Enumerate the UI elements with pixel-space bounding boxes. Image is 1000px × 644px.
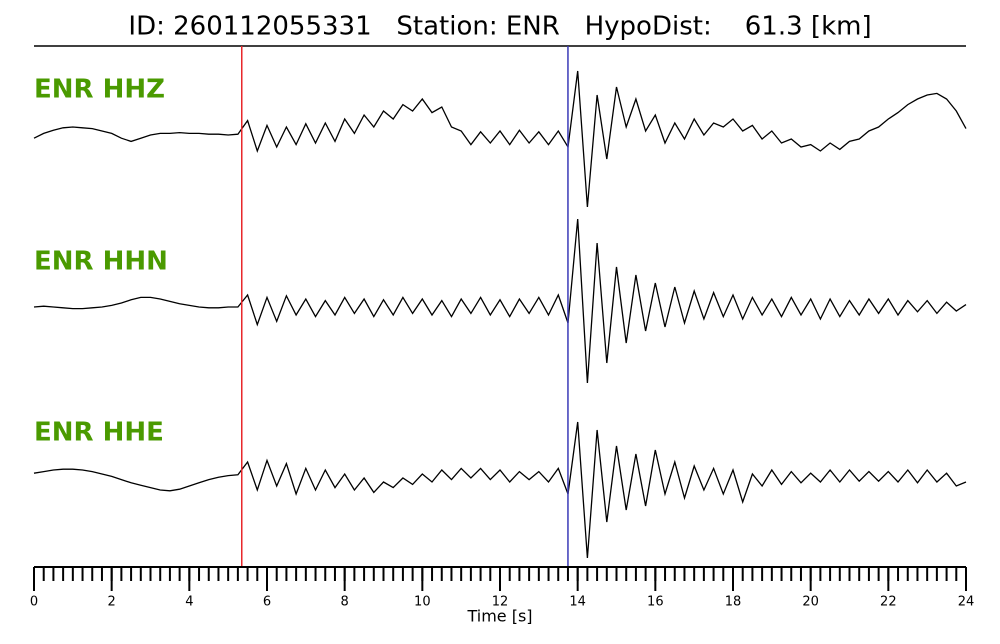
x-tick-label: 14 (569, 595, 586, 610)
waveform (33, 70, 967, 208)
x-tick-label: 8 (341, 595, 349, 610)
x-tick-label: 16 (647, 595, 664, 610)
x-tick-label: 4 (185, 595, 193, 610)
x-tick-label: 20 (802, 595, 819, 610)
x-tick-label: 12 (492, 595, 509, 610)
x-tick-label: 2 (108, 595, 116, 610)
chart-title: ID: 260112055331 Station: ENR HypoDist: … (128, 12, 871, 42)
x-tick-label: 18 (725, 595, 742, 610)
waveform (33, 421, 967, 559)
waveform (33, 218, 967, 384)
trace-label: ENR HHE (34, 418, 164, 448)
x-tick-label: 0 (30, 595, 38, 610)
x-tick-label: 22 (880, 595, 897, 610)
trace-label: ENR HHZ (34, 75, 165, 105)
x-tick-label: 6 (263, 595, 271, 610)
x-tick-label: 24 (958, 595, 975, 610)
x-tick-label: 10 (414, 595, 431, 610)
trace-label: ENR HHN (34, 247, 168, 277)
x-axis-label: Time [s] (466, 607, 532, 626)
